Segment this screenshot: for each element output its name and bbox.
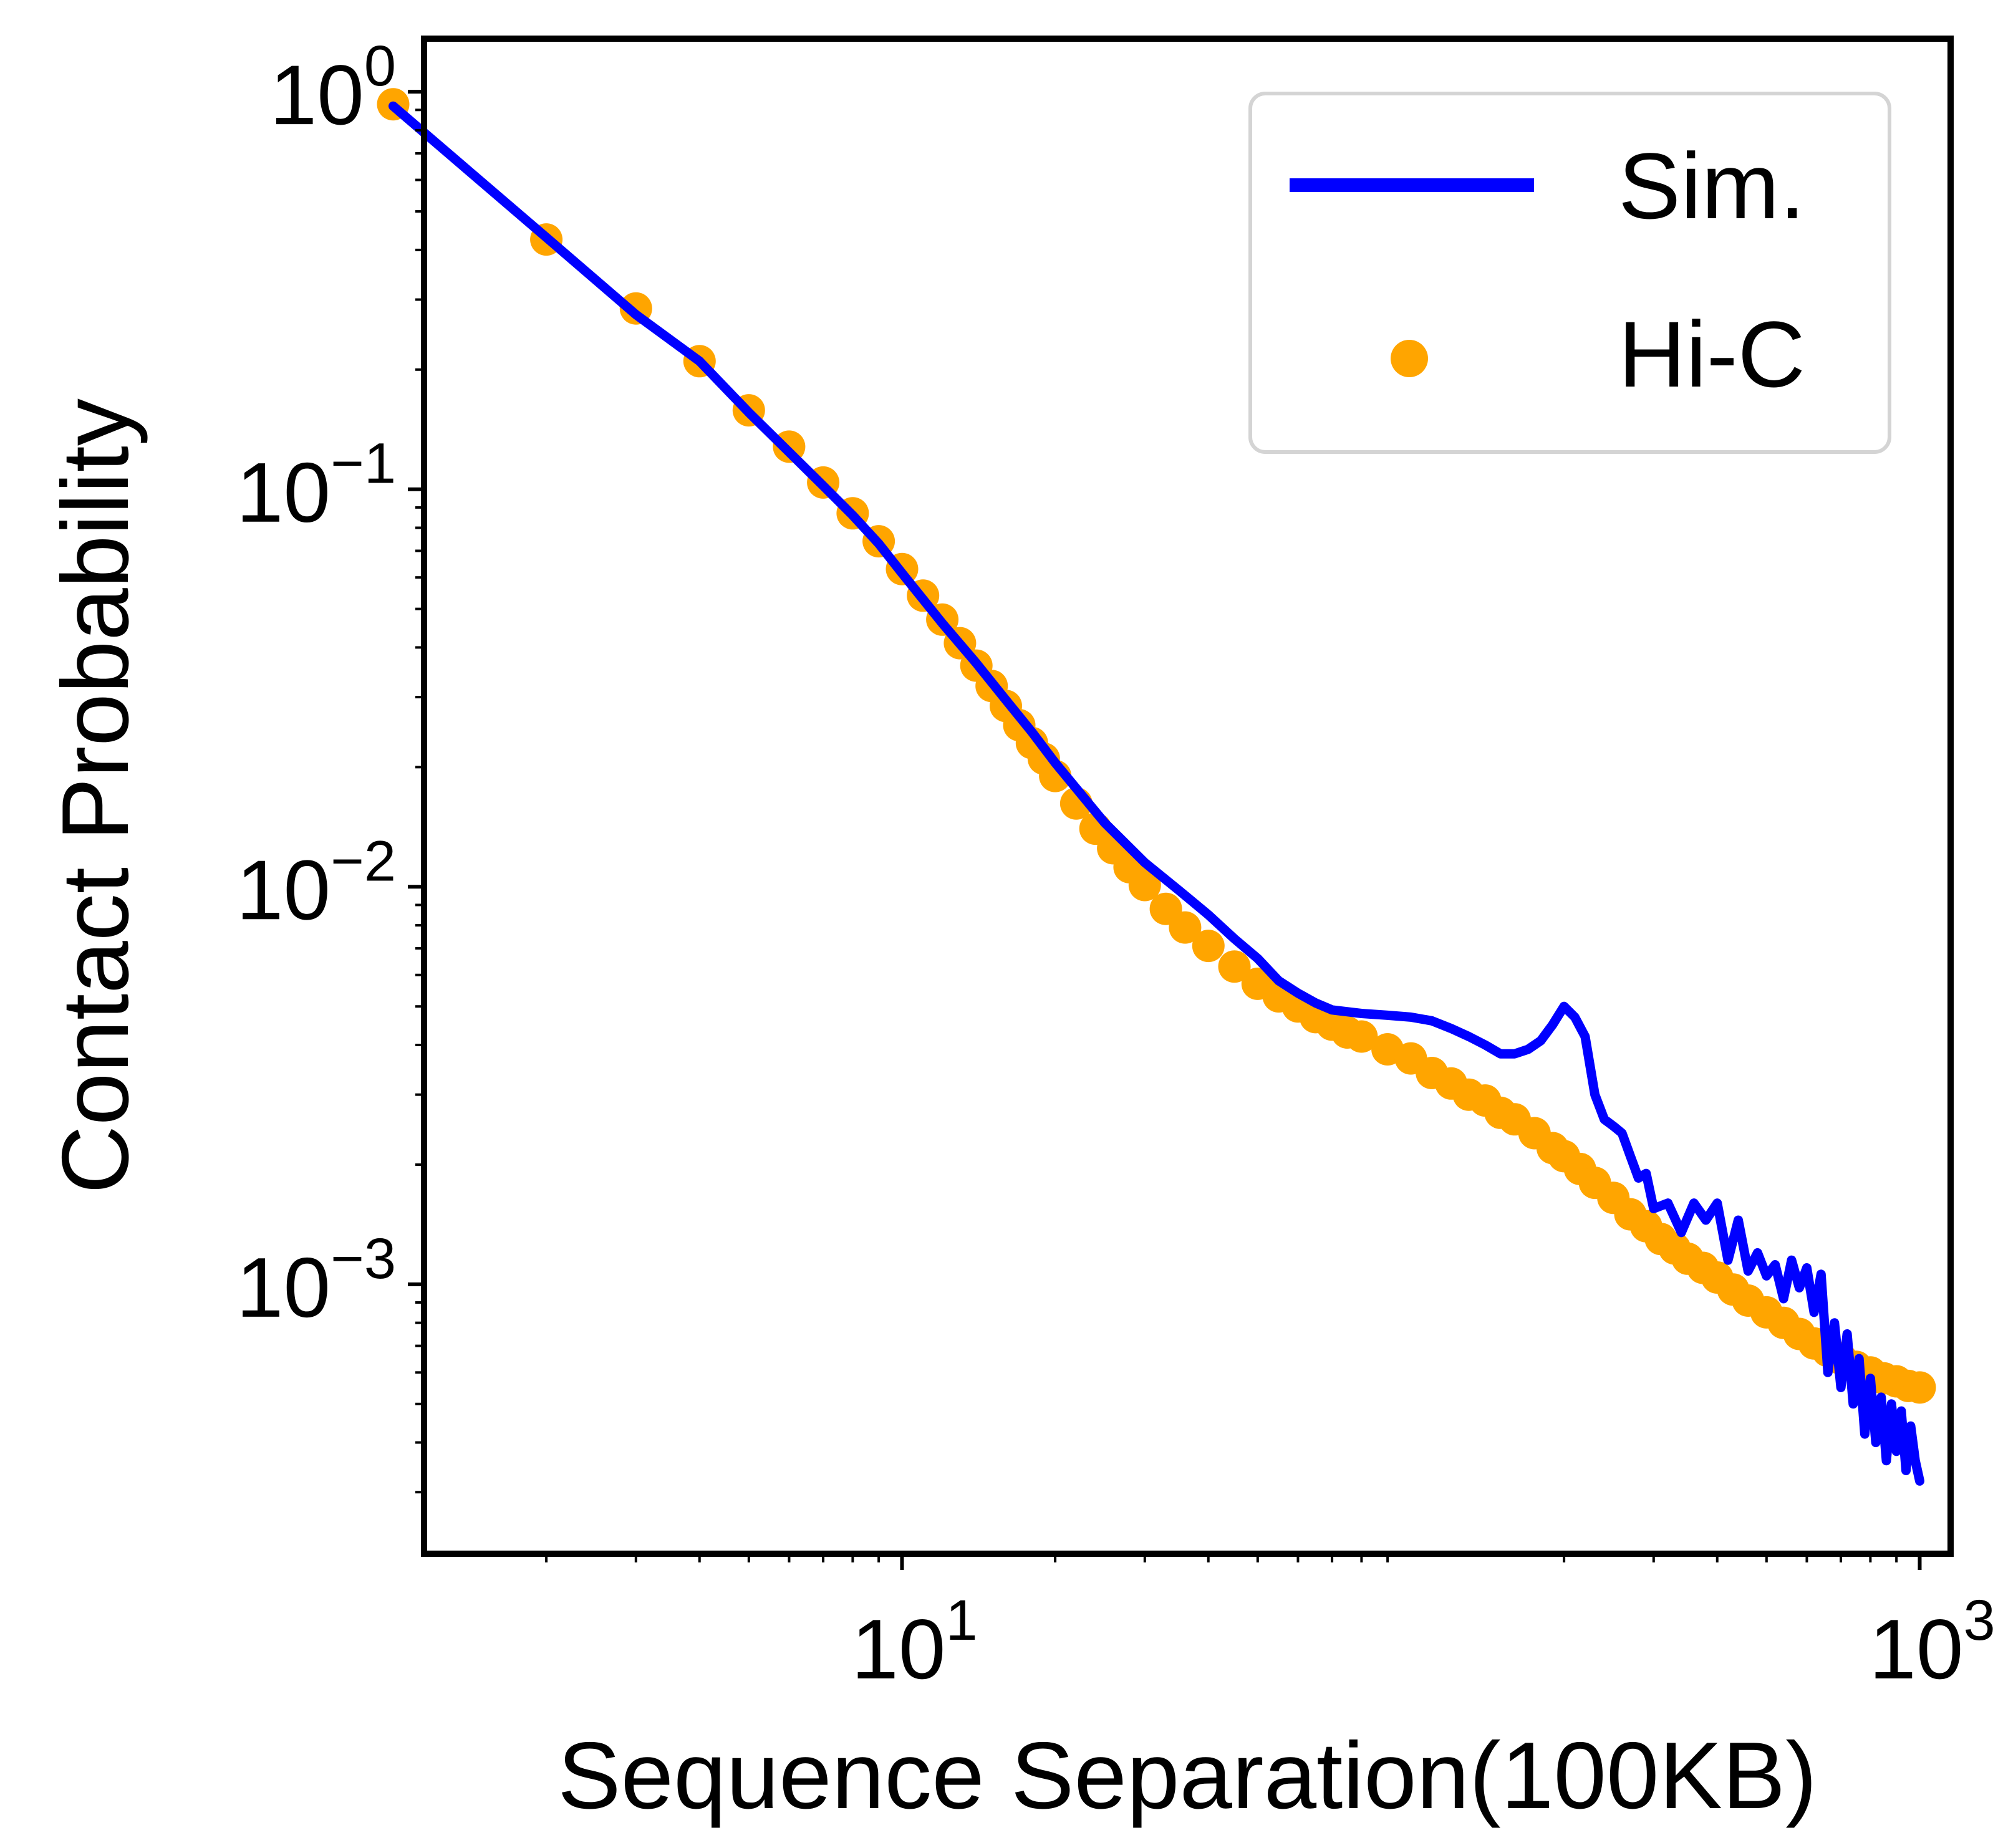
- sim-line: [388, 101, 1924, 1486]
- y-tick-label: 10−3: [236, 1227, 396, 1335]
- legend: Sim. Hi-C: [1248, 92, 1891, 454]
- axes: 101 103 100 10−1 10−2 10−3: [236, 34, 1993, 1696]
- hic-point: [1169, 911, 1202, 944]
- x-tick-label: 101: [851, 1589, 977, 1696]
- hic-point: [1192, 930, 1225, 963]
- y-axis-label: Contact Probability: [42, 398, 148, 1194]
- legend-hic-label: Hi-C: [1618, 302, 1805, 407]
- hic-point: [1903, 1371, 1936, 1404]
- legend-sim-label: Sim.: [1618, 133, 1805, 238]
- x-axis-label: Sequence Separation(100KB): [557, 1723, 1817, 1829]
- x-tick-label: 103: [1869, 1589, 1993, 1696]
- plot-area: [377, 88, 1936, 1486]
- y-tick-label: 10−2: [236, 829, 396, 937]
- hic-point: [1345, 1020, 1378, 1053]
- legend-hic-swatch: [1391, 340, 1428, 377]
- y-tick-label: 10−1: [236, 432, 396, 540]
- plot-frame: [421, 36, 1954, 1557]
- hic-point: [1128, 869, 1161, 902]
- hic-point: [1218, 950, 1251, 983]
- y-tick-label: 100: [270, 34, 396, 142]
